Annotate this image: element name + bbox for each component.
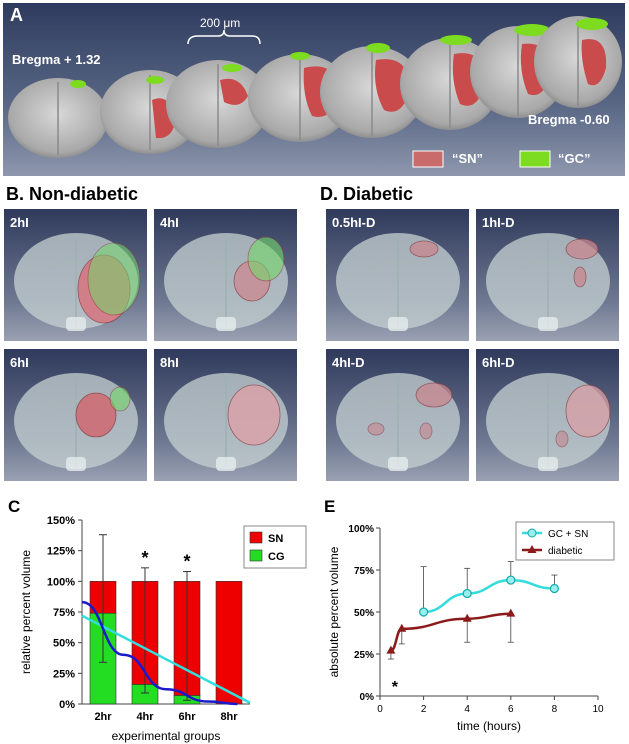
y-tick-label: 75% [354, 566, 374, 577]
brain-tile: 2hI [4, 209, 147, 341]
legend-cg-swatch [249, 549, 263, 562]
data-point [397, 623, 407, 632]
tile-label: 2hI [10, 215, 29, 230]
y-axis-label: relative percent volume [19, 550, 33, 674]
x-tick-label: 2 [421, 704, 427, 715]
tile-label: 4hI [160, 215, 179, 230]
panel-c-label: C [8, 497, 20, 516]
x-axis-label: experimental groups [112, 729, 221, 743]
scale-label: 200 μm [200, 16, 241, 30]
series-gc-sn [418, 561, 559, 617]
panel-b-title: B. Non-diabetic [6, 184, 139, 204]
y-tick-label: 100% [47, 576, 75, 588]
significance-star: * [141, 548, 148, 568]
y-axis-label: absolute percent volume [327, 546, 341, 677]
data-point [549, 583, 559, 594]
trend-line-curve [81, 600, 238, 706]
tile-label: 8hI [160, 355, 179, 370]
legend-sn-label: “SN” [452, 151, 484, 166]
x-tick-label: 8 [552, 704, 558, 715]
x-tick-label: 2hr [94, 711, 112, 723]
brain-tile: 1hI-D [476, 209, 619, 341]
bregma-end-label: Bregma -0.60 [528, 112, 610, 127]
x-tick-label: 4hr [136, 711, 154, 723]
bregma-start-label: Bregma + 1.32 [12, 52, 101, 67]
legend-diabetic-marker [527, 545, 537, 553]
y-tick-label: 25% [354, 650, 374, 661]
brain-tile: 6hI-D [476, 349, 619, 481]
x-tick-label: 4 [464, 704, 470, 715]
error-bar [420, 566, 427, 612]
brain-tile: 6hI [4, 349, 147, 481]
series-diabetic [386, 608, 516, 660]
legend-cg-label: CG [268, 551, 285, 563]
trend-line-linear [81, 614, 251, 704]
bar-sn [215, 581, 243, 705]
legend-gc-sn-marker [527, 528, 537, 538]
tile-label: 4hI-D [332, 355, 365, 370]
panel-e-label: E [324, 497, 335, 516]
series-line [423, 578, 555, 614]
data-point [506, 608, 516, 617]
brain-tile: 4hI-D [326, 349, 469, 481]
y-tick-label: 150% [47, 515, 75, 527]
brain-slice-5 [320, 43, 424, 138]
significance-star: * [392, 679, 399, 696]
scale-bracket [187, 29, 261, 45]
y-tick-label: 0% [59, 699, 75, 711]
y-tick-label: 0% [360, 692, 375, 703]
x-tick-label: 6hr [178, 711, 196, 723]
data-point [418, 607, 429, 617]
brain-tile: 4hI [154, 209, 297, 341]
legend-sn-swatch [412, 150, 444, 168]
y-tick-label: 25% [53, 668, 75, 680]
tile-label: 0.5hI-D [332, 215, 376, 230]
data-point [462, 588, 472, 599]
x-tick-label: 6 [508, 704, 514, 715]
y-tick-label: 75% [53, 607, 75, 619]
panel-a: A 200 μm Bregma + 1.32 Bregma -0.60 “SN”… [0, 0, 629, 178]
legend-sn-label: SN [268, 533, 283, 545]
chart-e-legend: GC + SN diabetic [515, 521, 615, 561]
legend-gc-swatch [519, 150, 551, 168]
error-bar [99, 534, 107, 663]
y-tick-label: 50% [354, 608, 374, 619]
y-tick-label: 125% [47, 546, 75, 558]
x-tick-label: 8hr [220, 711, 238, 723]
data-point [462, 613, 472, 622]
brain-tile: 8hI [154, 349, 297, 481]
panel-d-title: D. Diabetic [320, 184, 414, 204]
series-line [390, 612, 511, 652]
error-bar [464, 618, 471, 643]
panel-e-chart: E 0% 25% 50% 75% 100% 0 2 4 6 8 10 * GC + SN diabeti… [324, 497, 615, 733]
legend-diabetic-label: diabetic [548, 546, 582, 557]
legend-gc-sn-label: GC + SN [548, 529, 588, 540]
error-bar [183, 571, 191, 701]
brain-slice-8 [534, 16, 622, 108]
legend-sn-swatch [249, 531, 263, 544]
y-tick-label: 50% [53, 638, 75, 650]
error-bar [507, 613, 514, 643]
data-point [506, 575, 516, 585]
brain-tile: 0.5hI-D [326, 209, 469, 341]
x-tick-label: 10 [592, 704, 604, 715]
legend-gc-label: “GC” [558, 151, 591, 166]
significance-star: * [183, 552, 190, 572]
tile-label: 1hI-D [482, 215, 515, 230]
brain-slice-3 [166, 60, 270, 148]
panel-c-chart: C 0% 25% 50% 75% 100% 125% 150% 2hr 4hr * 6hr * 8hr… [8, 497, 307, 743]
tile-label: 6hI-D [482, 355, 515, 370]
y-tick-label: 100% [348, 524, 374, 535]
x-tick-label: 0 [377, 704, 383, 715]
chart-c-legend: SN CG [243, 525, 307, 569]
panel-a-label: A [10, 5, 23, 25]
data-point [386, 645, 396, 654]
tile-label: 6hI [10, 355, 29, 370]
brain-slice-1 [8, 78, 108, 158]
panel-a-figure [3, 3, 625, 176]
x-axis-label: time (hours) [457, 719, 521, 733]
